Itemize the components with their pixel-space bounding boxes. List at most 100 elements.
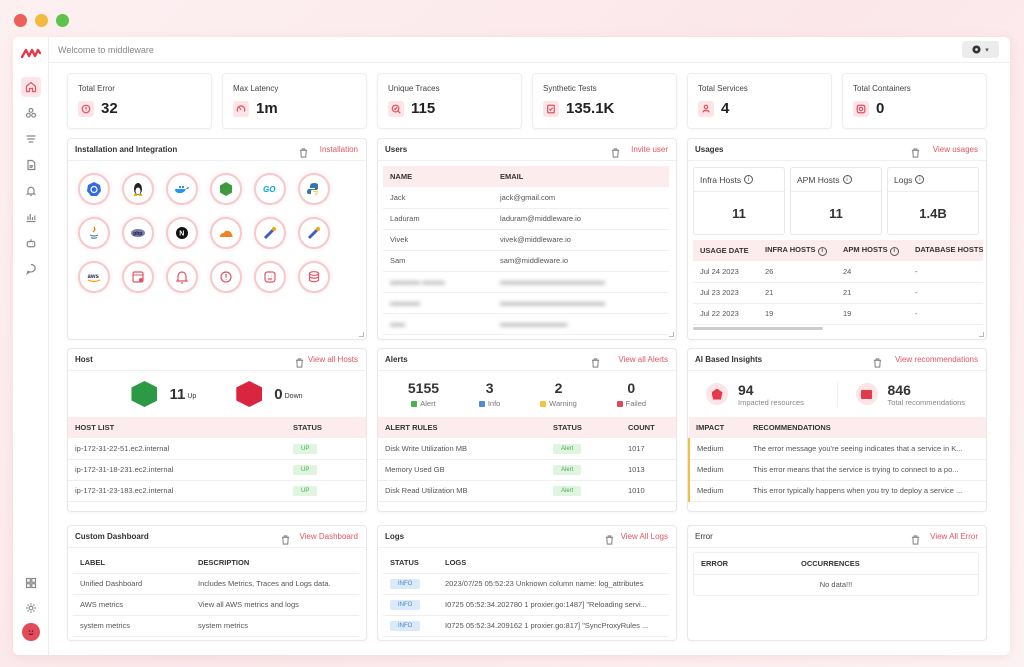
sidebar-item-home[interactable] [21,77,41,97]
resize-handle[interactable] [359,332,364,337]
stat-total-containers[interactable]: Total Containers 0 [842,73,987,129]
integration-php[interactable]: php [122,217,154,249]
integration-python[interactable] [298,173,330,205]
table-row[interactable]: Vivek vivek@middleware.io [383,229,669,251]
integration-database-monitor[interactable] [122,261,154,293]
trash-icon[interactable] [611,145,620,158]
stat-total-error[interactable]: Total Error 32 [67,73,212,129]
view-all-hosts-link[interactable]: View all Hosts [307,355,358,364]
trash-icon[interactable] [281,532,290,545]
trash-icon[interactable] [873,355,882,368]
invite-user-link[interactable]: Invite user [631,145,668,154]
table-row[interactable]: INFO 2023/07/25 05:52:23 Unknown column n… [383,573,669,595]
info-icon[interactable]: i [915,175,925,184]
horizontal-scrollbar[interactable] [693,326,823,330]
table-row[interactable]: Jack jack@gmail.com [383,187,669,209]
table-row[interactable]: ip-172-31-23-183.ec2.internal UP [68,480,366,502]
resize-handle[interactable] [669,332,674,337]
stat-label: Unique Traces [388,84,440,93]
view-usages-link[interactable]: View usages [932,145,978,154]
log-message: I0725 05:52:34.209162 1 proxier.go:817] … [438,615,669,637]
table-row[interactable]: Memory Used GB Alert 1013 [378,459,676,481]
view-all-alerts-link[interactable]: View all Alerts [618,355,668,364]
resize-handle[interactable] [979,332,984,337]
sidebar-item-dashboards[interactable] [21,207,41,227]
integration-cloudflare[interactable] [210,217,242,249]
sidebar-item-reports[interactable] [21,155,41,175]
info-icon[interactable]: i [744,175,754,184]
integration-linux[interactable] [122,173,154,205]
integration-kubernetes[interactable] [78,173,110,205]
count-label: Info [487,399,501,408]
view-all-logs-link[interactable]: View All Logs [620,532,668,541]
installation-link[interactable]: Installation [319,145,358,154]
trash-icon[interactable] [911,145,920,158]
sidebar-item-logs[interactable] [21,129,41,149]
sidebar-item-infrastructure[interactable] [21,103,41,123]
table-row[interactable]: Medium The error message you're seeing in… [688,438,986,460]
integration-errors[interactable] [210,261,242,293]
trash-icon[interactable] [911,532,920,545]
alert-rule: Memory Used GB [378,459,546,481]
test-icon [543,100,559,117]
redacted-text: ▬▬ [390,319,405,328]
table-row[interactable]: Medium This error means that the service … [688,459,986,481]
user-avatar[interactable] [22,623,40,641]
integration-opentelemetry[interactable] [254,217,286,249]
middleware-logo-icon[interactable] [21,47,41,59]
view-dashboard-link[interactable]: View Dashboard [299,532,358,541]
table-row[interactable]: Disk Read Utilization MB Alert 1010 [378,480,676,502]
sidebar-item-support[interactable] [21,259,41,279]
integration-synthetics[interactable] [254,261,286,293]
column-header: COUNT [621,417,676,438]
integration-database[interactable] [298,261,330,293]
info-icon[interactable]: i [842,175,852,184]
trash-icon[interactable] [299,145,308,158]
table-row[interactable]: system metrics system metrics [73,615,359,637]
integration-docker[interactable] [166,173,198,205]
sidebar-item-alerts[interactable] [21,181,41,201]
maximize-window-button[interactable] [56,14,69,27]
integration-nodejs[interactable] [210,173,242,205]
php-icon: php [131,229,145,237]
stat-synthetic-tests[interactable]: Synthetic Tests 135.1K [532,73,677,129]
integration-aws[interactable]: aws [78,261,110,293]
table-row[interactable]: INFO I0725 05:52:34.202780 1 proxier.go:1… [383,594,669,616]
stat-value: 32 [101,100,118,117]
table-row[interactable]: Medium This error typically happens when … [688,480,986,502]
trash-icon[interactable] [295,355,304,368]
sidebar-item-ai[interactable] [21,233,41,253]
stat-max-latency[interactable]: Max Latency 1m [222,73,367,129]
welcome-text: Welcome to middleware [58,44,154,55]
sidebar-item-settings[interactable] [21,598,41,618]
trash-icon[interactable] [591,355,600,368]
installation-card: Installation and Integration Installatio… [67,138,367,340]
count-value: 5155 [407,380,440,396]
table-row[interactable]: Laduram laduram@middleware.io [383,208,669,230]
table-row[interactable]: Sam sam@middleware.io [383,250,669,272]
trash-icon[interactable] [605,532,614,545]
integration-go[interactable]: GO [254,173,286,205]
close-window-button[interactable] [14,14,27,27]
info-icon[interactable]: i [889,246,899,256]
table-row[interactable]: AWS metrics View all AWS metrics and logs [73,594,359,616]
table-row[interactable]: ip-172-31-18-231.ec2.internal UP [68,459,366,481]
integration-nextjs[interactable]: N [166,217,198,249]
table-row[interactable]: ip-172-31-22-51.ec2.internal UP [68,438,366,460]
stat-total-services[interactable]: Total Services 4 [687,73,832,129]
table-row[interactable]: INFO I0725 05:52:34.209162 1 proxier.go:8… [383,615,669,637]
sidebar-item-apps[interactable] [21,573,41,593]
stat-unique-traces[interactable]: Unique Traces 115 [377,73,522,129]
table-row[interactable]: Unified Dashboard Includes Metrics, Trace… [73,573,359,595]
help-dropdown-button[interactable]: ▾ [962,41,999,58]
view-recommendations-link[interactable]: View recommendations [894,355,978,364]
integration-alerts[interactable] [166,261,198,293]
count-label: Failed [625,399,647,408]
integration-opentelemetry-2[interactable] [298,217,330,249]
legend-swatch [411,401,418,408]
integration-java[interactable] [78,217,110,249]
info-icon[interactable]: i [817,246,827,256]
table-row[interactable]: Disk Write Utilization MB Alert 1017 [378,438,676,460]
minimize-window-button[interactable] [35,14,48,27]
view-all-error-link[interactable]: View All Error [930,532,978,541]
